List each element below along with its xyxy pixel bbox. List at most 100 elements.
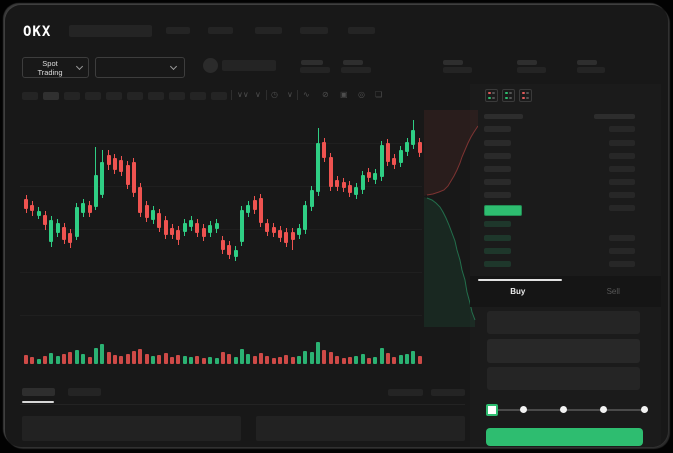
- timeframe-button[interactable]: [127, 92, 143, 100]
- bid-price-cell: [484, 235, 511, 241]
- ask-size-cell: [609, 140, 635, 146]
- active-tab-indicator: [478, 279, 562, 281]
- candle-body: [290, 232, 295, 240]
- gridline: [20, 229, 422, 230]
- bottom-tab-active[interactable]: [22, 388, 55, 396]
- candle-body: [271, 227, 276, 233]
- timeframe-button[interactable]: [148, 92, 164, 100]
- candle-body: [347, 185, 352, 193]
- bottom-action[interactable]: [431, 389, 465, 396]
- amount-slider-handle[interactable]: [486, 404, 498, 416]
- candle-body: [189, 220, 194, 227]
- candlestick-chart[interactable]: [5, 5, 668, 447]
- orderbook-header: [594, 114, 635, 119]
- candle-body: [182, 223, 187, 232]
- candle-body: [100, 162, 105, 195]
- chart-type-icon[interactable]: ∨∨: [237, 90, 249, 99]
- volume-bar: [233, 357, 238, 364]
- slider-dot[interactable]: [520, 406, 527, 413]
- time-interval-icon[interactable]: ◷: [271, 90, 278, 99]
- slider-dot[interactable]: [560, 406, 567, 413]
- volume-bar: [55, 356, 60, 364]
- bid-size-cell: [609, 235, 635, 241]
- slider-dot[interactable]: [600, 406, 607, 413]
- buy-submit-button[interactable]: [486, 428, 643, 446]
- pair-selector[interactable]: [95, 57, 185, 78]
- volume-bar: [316, 342, 321, 364]
- orderbook-view-both-sides[interactable]: [485, 89, 498, 102]
- ask-size-cell: [609, 205, 635, 211]
- depth-chart[interactable]: [424, 110, 478, 327]
- volume-bar: [176, 355, 181, 364]
- fullscreen-icon[interactable]: ❏: [375, 90, 383, 99]
- app-window: OKX Spot Trading ∨∨ ∨ ◷ ∨ ∿ ⊘ ▣ ◎ ❏: [5, 5, 668, 447]
- ask-price-cell: [484, 126, 511, 132]
- candle-body: [354, 187, 359, 195]
- timeframe-button[interactable]: [211, 92, 227, 100]
- candle-body: [405, 142, 409, 152]
- timeframe-button[interactable]: [190, 92, 206, 100]
- nav-search-placeholder[interactable]: [69, 25, 152, 37]
- timeframe-button[interactable]: [22, 92, 38, 100]
- candle-body: [297, 228, 302, 235]
- drawing-tools-icon[interactable]: ⊘: [322, 90, 329, 99]
- timeframe-button[interactable]: [85, 92, 101, 100]
- candle-body: [366, 172, 371, 178]
- amount-slider-track[interactable]: [491, 409, 648, 411]
- market-type-selector[interactable]: Spot Trading: [22, 57, 89, 78]
- candle-body: [170, 228, 174, 235]
- bottom-action[interactable]: [388, 389, 423, 396]
- orderbook-view-asks-only[interactable]: [519, 89, 532, 102]
- nav-menu-item[interactable]: [300, 27, 328, 34]
- tab-buy[interactable]: Buy: [510, 287, 526, 296]
- price-input[interactable]: [487, 311, 640, 334]
- candle-body: [30, 205, 35, 211]
- candle-body: [112, 158, 117, 170]
- orders-table-placeholder: [256, 416, 465, 441]
- volume-bar: [411, 351, 416, 364]
- timeframe-button[interactable]: [64, 92, 80, 100]
- tab-sell[interactable]: Sell: [606, 287, 620, 296]
- slider-dot[interactable]: [641, 406, 648, 413]
- candle-body: [316, 143, 321, 192]
- amount-input[interactable]: [487, 339, 640, 363]
- candle-body: [258, 198, 263, 223]
- candle-body: [81, 203, 86, 213]
- ask-price-cell: [484, 166, 511, 172]
- volume-bar: [195, 356, 200, 364]
- timeframe-button[interactable]: [43, 92, 59, 100]
- volume-bar: [220, 352, 225, 364]
- pair-coin-avatar: [203, 58, 218, 73]
- candle-body: [278, 230, 282, 238]
- volume-bar: [366, 358, 371, 364]
- volume-bar: [43, 356, 47, 364]
- total-input[interactable]: [487, 367, 640, 390]
- volume-bar: [417, 356, 422, 364]
- bottom-tab[interactable]: [68, 388, 101, 396]
- indicators-icon[interactable]: ∿: [303, 90, 310, 99]
- candle-body: [252, 200, 257, 210]
- okx-logo[interactable]: OKX: [23, 24, 52, 40]
- volume-bar: [170, 357, 174, 364]
- ask-size-cell: [609, 153, 635, 159]
- chart-type-dropdown-icon[interactable]: ∨: [255, 90, 261, 99]
- ticker-stat-label: [301, 60, 323, 65]
- nav-menu-item[interactable]: [166, 27, 190, 34]
- volume-bar: [208, 357, 213, 364]
- ask-size-cell: [609, 166, 635, 172]
- volume-bar: [309, 352, 314, 364]
- interval-dropdown-icon[interactable]: ∨: [287, 90, 293, 99]
- candle-body: [68, 233, 73, 243]
- screenshot-icon[interactable]: ▣: [340, 90, 348, 99]
- chart-settings-icon[interactable]: ◎: [358, 90, 365, 99]
- orderbook-view-bids-only[interactable]: [502, 89, 515, 102]
- nav-menu-item[interactable]: [208, 27, 233, 34]
- candle-body: [246, 205, 251, 213]
- candle-body: [335, 180, 340, 187]
- volume-bar: [131, 351, 136, 364]
- timeframe-button[interactable]: [169, 92, 185, 100]
- nav-menu-item[interactable]: [348, 27, 375, 34]
- nav-menu-item[interactable]: [255, 27, 282, 34]
- timeframe-button[interactable]: [106, 92, 122, 100]
